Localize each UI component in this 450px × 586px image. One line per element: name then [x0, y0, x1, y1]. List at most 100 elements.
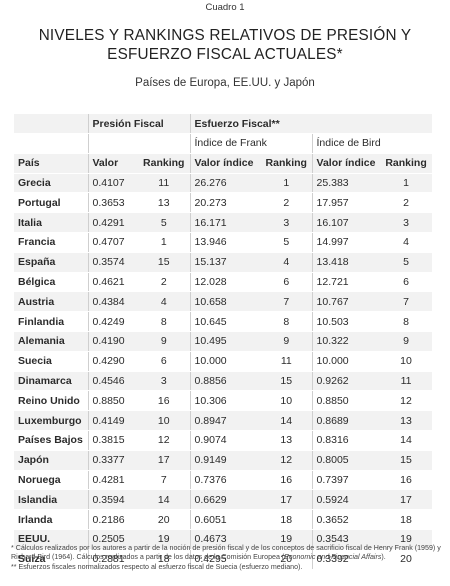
- bird-valor-cell: 0.8316: [311, 430, 381, 451]
- frank-ranking-cell: 8: [261, 311, 313, 332]
- country-cell: Dinamarca: [14, 371, 88, 392]
- frank-ranking-cell: 19: [261, 529, 313, 550]
- bird-ranking-cell: 13: [380, 410, 433, 431]
- table-row: Francia 0.4707 1 13.946 5 14.997 4: [14, 232, 433, 253]
- column-header-pais: País: [14, 153, 88, 174]
- table-row: Italia 0.4291 5 16.171 3 16.107 3: [14, 212, 433, 233]
- bird-valor-cell: 0.8689: [311, 410, 381, 431]
- frank-valor-cell: 10.306: [189, 390, 262, 412]
- table-row: Portugal 0.3653 13 20.273 2 17.957 2: [14, 192, 433, 214]
- column-header-ranking-bird: Ranking: [380, 153, 433, 174]
- table-row: Países Bajos 0.3815 12 0.9074 13 0.8316 14: [14, 430, 433, 451]
- table-row: Reino Unido 0.8850 16 10.306 10 0.8850 12: [14, 390, 433, 412]
- bird-valor-cell: 10.503: [311, 311, 381, 332]
- presion-valor-cell: 0.2505: [87, 529, 138, 550]
- bird-ranking-cell: 8: [380, 311, 433, 332]
- country-cell: Luxemburgo: [14, 410, 88, 431]
- bird-ranking-cell: 7: [380, 291, 433, 313]
- page-subtitle: Países de Europa, EE.UU. y Japón: [135, 77, 315, 89]
- footnote-1-source: Economic and Financial Affairs: [284, 553, 382, 562]
- bird-ranking-cell: 6: [380, 272, 433, 293]
- bird-ranking-cell: 11: [380, 371, 433, 392]
- presion-valor-cell: 0.4291: [87, 212, 138, 233]
- frank-ranking-cell: 6: [261, 272, 313, 293]
- presion-valor-cell: 0.4281: [87, 470, 138, 491]
- country-cell: Noruega: [14, 470, 88, 491]
- presion-ranking-cell: 16: [138, 390, 191, 412]
- frank-valor-cell: 10.495: [189, 331, 262, 352]
- fiscal-ranking-table: Presión Fiscal Esfuerzo Fiscal** Índice …: [14, 114, 433, 570]
- frank-ranking-cell: 7: [261, 291, 313, 313]
- bird-valor-cell: 16.107: [311, 212, 381, 233]
- frank-valor-cell: 0.4295: [189, 549, 262, 570]
- frank-valor-cell: 16.171: [189, 212, 262, 233]
- country-cell: Japón: [14, 450, 88, 471]
- bird-valor-cell: 10.322: [311, 331, 381, 352]
- presion-ranking-cell: 18: [138, 549, 191, 570]
- presion-ranking-cell: 3: [138, 371, 191, 392]
- footnote-2: ** Esfuerzos fiscales normalizados respe…: [11, 562, 303, 571]
- group-header-row: Presión Fiscal Esfuerzo Fiscal**: [14, 114, 433, 134]
- bird-valor-cell: 10.000: [311, 351, 381, 372]
- presion-valor-cell: 0.2186: [87, 509, 138, 530]
- bird-ranking-cell: 10: [380, 351, 433, 372]
- column-header-valor-indice-frank: Valor índice: [189, 153, 262, 174]
- bird-ranking-cell: 2: [380, 192, 433, 214]
- presion-valor-cell: 0.4107: [87, 173, 138, 194]
- frank-valor-cell: 0.6051: [189, 509, 262, 530]
- presion-ranking-cell: 15: [138, 252, 191, 273]
- country-cell: Francia: [14, 232, 88, 253]
- presion-ranking-cell: 10: [138, 410, 191, 431]
- bird-valor-cell: 10.767: [311, 291, 381, 313]
- header-presion-fiscal: Presión Fiscal: [87, 114, 191, 134]
- table-row: Suiza 0.2881 18 0.4295 20 0.3392 20: [14, 549, 433, 570]
- column-header-valor: Valor: [87, 153, 138, 174]
- bird-ranking-cell: 18: [380, 509, 433, 530]
- presion-ranking-cell: 19: [138, 529, 191, 550]
- country-cell: EEUU.: [14, 529, 88, 550]
- bird-valor-cell: 0.8850: [311, 390, 381, 412]
- bird-valor-cell: 25.383: [311, 173, 381, 194]
- presion-valor-cell: 0.3815: [87, 430, 138, 451]
- frank-ranking-cell: 18: [261, 509, 313, 530]
- presion-ranking-cell: 1: [138, 232, 191, 253]
- table-row: España 0.3574 15 15.137 4 13.418 5: [14, 252, 433, 273]
- column-header-ranking: Ranking: [138, 153, 191, 174]
- table-row: Noruega 0.4281 7 0.7376 16 0.7397 16: [14, 470, 433, 491]
- presion-valor-cell: 0.2881: [87, 549, 138, 570]
- presion-ranking-cell: 20: [138, 509, 191, 530]
- presion-valor-cell: 0.3594: [87, 489, 138, 511]
- frank-ranking-cell: 5: [261, 232, 313, 253]
- bird-valor-cell: 17.957: [311, 192, 381, 214]
- footnote-1-text: * Cálculos realizados por los autores a …: [11, 544, 441, 562]
- column-header-ranking-frank: Ranking: [261, 153, 313, 174]
- presion-ranking-cell: 13: [138, 192, 191, 214]
- presion-ranking-cell: 6: [138, 351, 191, 372]
- table-caption-label: Cuadro 1: [205, 2, 245, 13]
- frank-ranking-cell: 9: [261, 331, 313, 352]
- frank-ranking-cell: 4: [261, 252, 313, 273]
- bird-valor-cell: 0.5924: [311, 489, 381, 511]
- bird-valor-cell: 0.8005: [311, 450, 381, 471]
- frank-ranking-cell: 20: [261, 549, 313, 570]
- footnote-1-end: ).: [381, 553, 386, 562]
- table-row: Dinamarca 0.4546 3 0.8856 15 0.9262 11: [14, 371, 433, 392]
- bird-ranking-cell: 16: [380, 470, 433, 491]
- presion-valor-cell: 0.8850: [87, 390, 138, 412]
- table-row: Bélgica 0.4621 2 12.028 6 12.721 6: [14, 272, 433, 293]
- presion-valor-cell: 0.3653: [87, 192, 138, 214]
- presion-valor-cell: 0.4249: [87, 311, 138, 332]
- presion-ranking-cell: 11: [138, 173, 191, 194]
- presion-ranking-cell: 7: [138, 470, 191, 491]
- bird-valor-cell: 12.721: [311, 272, 381, 293]
- country-cell: Suecia: [14, 351, 88, 372]
- country-cell: Alemania: [14, 331, 88, 352]
- frank-ranking-cell: 3: [261, 212, 313, 233]
- frank-valor-cell: 20.273: [189, 192, 262, 214]
- country-cell: España: [14, 252, 88, 273]
- country-cell: Grecia: [14, 173, 88, 194]
- bird-ranking-cell: 12: [380, 390, 433, 412]
- bird-valor-cell: 0.3543: [311, 529, 381, 550]
- presion-valor-cell: 0.3574: [87, 252, 138, 273]
- country-cell: Países Bajos: [14, 430, 88, 451]
